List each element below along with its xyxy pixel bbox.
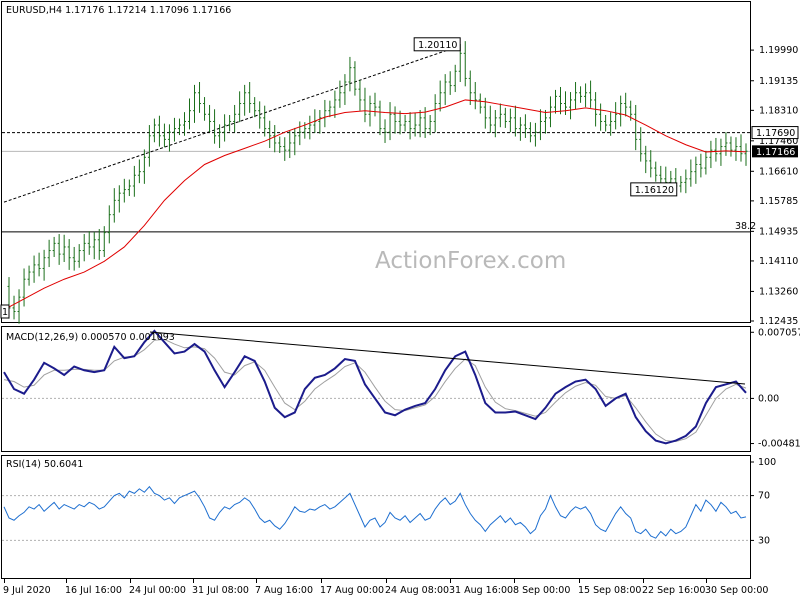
price-y-tick-label: 1.16610	[759, 166, 798, 177]
x-tick-label: 7 Aug 16:00	[255, 585, 313, 596]
rsi-line	[3, 485, 747, 539]
high-annotation-box	[413, 37, 461, 52]
macd-y-tick-label: -0.004818	[758, 439, 800, 450]
price-y-tick-label: 1.15785	[759, 196, 798, 207]
level-price-tag	[751, 126, 799, 140]
rsi-y-tick-label: 70	[758, 491, 770, 502]
x-axis: 9 Jul 2020 16 Jul 16:00 24 Jul 00:00 31 Jul…	[3, 579, 768, 596]
x-tick-label: 15 Sep 08:00	[578, 585, 641, 596]
price-y-tick-label: 1.19135	[759, 76, 798, 87]
current-price-tag-label: 1.17166	[756, 147, 795, 158]
fib-level-label: 38.2	[735, 221, 756, 232]
price-y-tick-label: 1.17460	[759, 136, 798, 147]
current-price-tag	[752, 145, 798, 158]
macd-panel-header: MACD(12,26,9) 0.000570 0.001093	[6, 332, 175, 343]
rsi-panel-header: RSI(14) 50.6041	[6, 459, 83, 470]
price-y-tick-label: 1.14935	[759, 226, 798, 237]
price-trendline	[3, 45, 461, 203]
price-panel-frame	[1, 1, 751, 323]
start-marker-label: 1	[2, 307, 8, 318]
rsi-y-tick-label: 100	[758, 457, 776, 468]
price-y-axis: 1.19990 1.19135 1.18310 1.17460 1.16610 1.157…	[750, 45, 798, 327]
low-annotation-box	[630, 182, 678, 197]
level-price-tag-label: 1.17690	[756, 128, 795, 139]
moving-average-line	[3, 99, 747, 311]
price-panel-header: EURUSD,H4 1.17176 1.17214 1.17096 1.1716…	[6, 5, 231, 16]
price-horizontal-levels	[2, 132, 750, 233]
rsi-y-axis: 100 70 30	[2, 457, 776, 546]
price-candles	[7, 41, 748, 324]
rsi-y-tick-label: 30	[758, 535, 770, 546]
price-y-tick-label: 1.14110	[759, 256, 798, 267]
rsi-panel: 100 70 30 RSI(14) 50.6041	[1, 455, 776, 579]
macd-line	[3, 329, 747, 445]
x-tick-label: 8 Sep 00:00	[513, 585, 570, 596]
macd-panel: 0.007057 0.00 -0.004818 MACD(12,26,9) 0.00…	[1, 326, 800, 452]
x-tick-label: 31 Aug 16:00	[449, 585, 513, 596]
price-y-tick-label: 1.19990	[759, 45, 798, 56]
price-panel: ActionForex.com 1.199901.191351.183101.1…	[0, 1, 799, 327]
rsi-panel-frame	[1, 455, 751, 579]
x-tick-label: 31 Jul 08:00	[192, 585, 249, 596]
watermark: ActionForex.com	[375, 248, 566, 274]
price-y-tick-label: 1.13260	[759, 286, 798, 297]
high-annotation-label: 1.20110	[418, 40, 457, 51]
x-tick-label: 16 Jul 16:00	[65, 585, 122, 596]
x-tick-label: 24 Aug 08:00	[385, 585, 449, 596]
x-tick-label: 22 Sep 16:00	[642, 585, 705, 596]
x-tick-label: 9 Jul 2020	[3, 585, 51, 596]
macd-trendline	[149, 331, 746, 385]
macd-y-tick-label: 0.007057	[758, 327, 800, 338]
macd-y-axis: 0.007057 0.00 -0.004818	[750, 327, 800, 450]
start-marker-box	[0, 304, 10, 319]
x-tick-label: 30 Sep 00:00	[705, 585, 768, 596]
macd-y-tick-label: 0.00	[758, 393, 779, 404]
price-y-tick-label: 1.12435	[759, 316, 798, 327]
price-y-tick-label: 1.18310	[759, 105, 798, 116]
x-tick-label: 24 Jul 00:00	[129, 585, 186, 596]
low-annotation-label: 1.16120	[635, 185, 674, 196]
x-tick-label: 17 Aug 00:00	[320, 585, 384, 596]
macd-panel-frame	[1, 326, 751, 452]
